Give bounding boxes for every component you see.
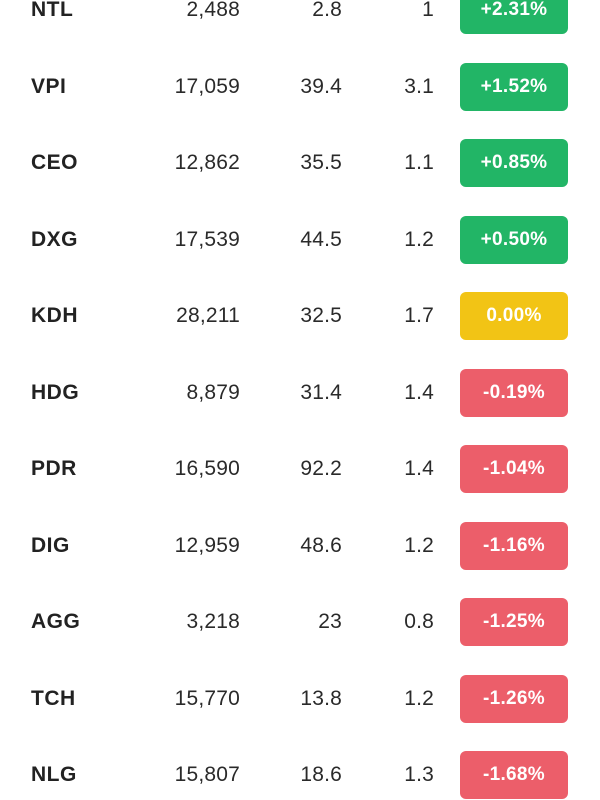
stock-price: 8,879 — [186, 380, 240, 404]
stock-pb-ratio: 1.7 — [404, 304, 434, 328]
stock-price: 12,959 — [174, 533, 240, 557]
stock-symbol: HDG — [31, 380, 80, 404]
price-change-badge[interactable]: -1.26% — [460, 674, 568, 723]
stock-price: 2,488 — [186, 0, 240, 22]
price-change-badge[interactable]: -1.25% — [460, 598, 568, 647]
stock-pe-ratio: 2.8 — [312, 0, 342, 22]
stock-pe-ratio: 92.2 — [300, 457, 342, 481]
price-change-badge[interactable]: +0.85% — [460, 139, 568, 188]
stock-symbol: CEO — [31, 151, 79, 175]
stock-pe-ratio: 13.8 — [300, 686, 342, 710]
stock-row[interactable]: NLG 15,807 18.6 1.3 -1.68% — [0, 737, 600, 800]
stock-pe-ratio: 48.6 — [300, 533, 342, 557]
stock-pe-ratio: 39.4 — [300, 74, 342, 98]
stock-symbol: AGG — [31, 610, 81, 634]
price-change-badge[interactable]: +0.50% — [460, 215, 568, 264]
price-change-badge[interactable]: -1.04% — [460, 445, 568, 494]
stock-pb-ratio: 1.4 — [404, 457, 434, 481]
stock-row[interactable]: PDR 16,590 92.2 1.4 -1.04% — [0, 431, 600, 508]
stock-pb-ratio: 0.8 — [404, 610, 434, 634]
stock-price: 3,218 — [186, 610, 240, 634]
stock-row[interactable]: DXG 17,539 44.5 1.2 +0.50% — [0, 202, 600, 279]
stock-price: 16,590 — [174, 457, 240, 481]
stock-price: 28,211 — [176, 304, 240, 328]
stock-pb-ratio: 1.2 — [404, 227, 434, 251]
stock-pb-ratio: 1.2 — [404, 533, 434, 557]
stock-row[interactable]: CEO 12,862 35.5 1.1 +0.85% — [0, 125, 600, 202]
stock-price: 15,807 — [174, 763, 240, 787]
stock-price: 17,539 — [174, 227, 240, 251]
stock-pb-ratio: 1.4 — [404, 380, 434, 404]
stock-pb-ratio: 3.1 — [404, 74, 434, 98]
stock-pe-ratio: 32.5 — [300, 304, 342, 328]
price-change-badge[interactable]: -1.16% — [460, 521, 568, 570]
stock-row[interactable]: VPI 17,059 39.4 3.1 +1.52% — [0, 49, 600, 126]
stock-row[interactable]: HDG 8,879 31.4 1.4 -0.19% — [0, 355, 600, 432]
stock-row[interactable]: DIG 12,959 48.6 1.2 -1.16% — [0, 508, 600, 585]
stock-price: 17,059 — [174, 74, 240, 98]
stock-row[interactable]: TCH 15,770 13.8 1.2 -1.26% — [0, 661, 600, 738]
price-change-badge[interactable]: -1.68% — [460, 751, 568, 800]
price-change-badge[interactable]: +2.31% — [460, 0, 568, 35]
stock-pe-ratio: 44.5 — [300, 227, 342, 251]
stock-pe-ratio: 23 — [318, 610, 342, 634]
stock-row[interactable]: KDH 28,211 32.5 1.7 0.00% — [0, 278, 600, 355]
stock-pb-ratio: 1.1 — [404, 151, 434, 175]
stock-pe-ratio: 31.4 — [300, 380, 342, 404]
stock-symbol: NTL — [31, 0, 74, 22]
stock-symbol: NLG — [31, 763, 77, 787]
stock-symbol: DIG — [31, 533, 70, 557]
stock-symbol: KDH — [31, 304, 78, 328]
stock-symbol: TCH — [31, 686, 76, 710]
stock-symbol: PDR — [31, 457, 77, 481]
stock-row[interactable]: NTL 2,488 2.8 1 +2.31% — [0, 0, 600, 49]
stock-price: 15,770 — [174, 686, 240, 710]
stock-pb-ratio: 1.2 — [404, 686, 434, 710]
stock-pe-ratio: 35.5 — [300, 151, 342, 175]
stock-pb-ratio: 1 — [422, 0, 434, 22]
stock-pb-ratio: 1.3 — [404, 763, 434, 787]
stock-pe-ratio: 18.6 — [300, 763, 342, 787]
stock-symbol: VPI — [31, 74, 67, 98]
price-change-badge[interactable]: -0.19% — [460, 368, 568, 417]
price-change-badge[interactable]: 0.00% — [460, 292, 568, 341]
stock-row[interactable]: AGG 3,218 23 0.8 -1.25% — [0, 584, 600, 661]
price-change-badge[interactable]: +1.52% — [460, 62, 568, 111]
stock-price: 12,862 — [174, 151, 240, 175]
stock-symbol: DXG — [31, 227, 79, 251]
